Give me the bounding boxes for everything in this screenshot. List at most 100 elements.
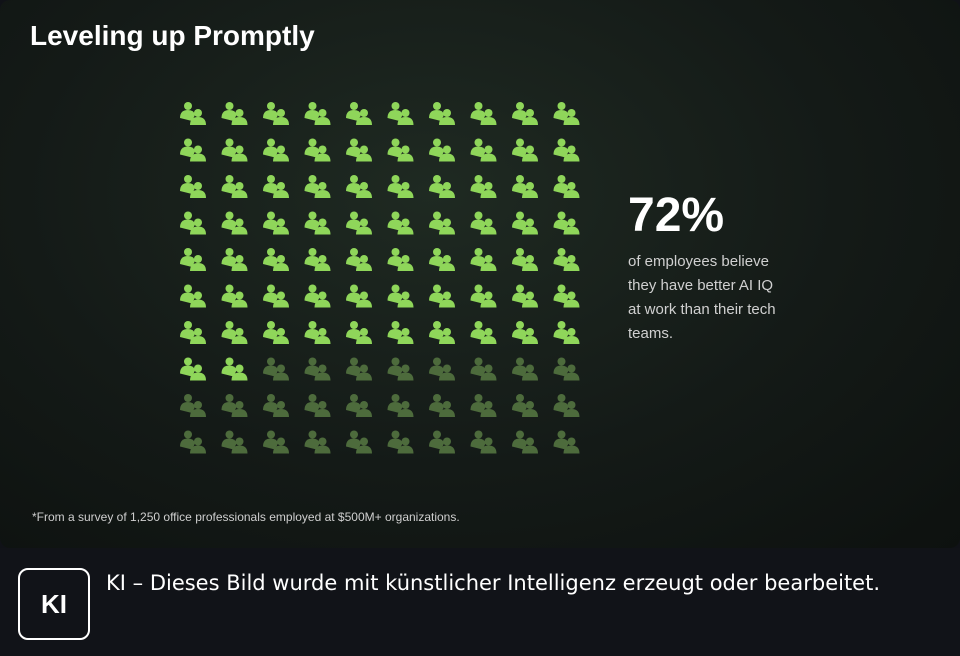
- icon: [304, 357, 331, 381]
- icon-highlighted: [304, 248, 331, 271]
- icon: [180, 394, 206, 417]
- icon-highlighted: [263, 321, 289, 344]
- icon: [470, 357, 497, 381]
- icon-highlighted: [553, 248, 580, 271]
- icon: [429, 394, 455, 417]
- icon-highlighted: [470, 102, 497, 125]
- icon-highlighted: [553, 102, 580, 125]
- icon: [180, 430, 206, 454]
- description: of employees believe they have better AI…: [628, 253, 776, 342]
- value-label: 72%: [628, 189, 725, 242]
- icon-highlighted: [429, 102, 455, 125]
- icon-highlighted: [304, 102, 331, 125]
- icon-highlighted: [346, 138, 372, 162]
- icon-highlighted: [263, 102, 289, 125]
- icon-highlighted: [263, 211, 289, 235]
- icon: [387, 394, 414, 417]
- icon-highlighted: [221, 284, 248, 308]
- icon-highlighted: [221, 175, 248, 198]
- icon-highlighted: [429, 138, 455, 162]
- icon: [553, 357, 580, 381]
- icon-highlighted: [263, 284, 289, 308]
- icon: [263, 430, 289, 454]
- icon-highlighted: [429, 211, 455, 235]
- icon-highlighted: [553, 175, 580, 198]
- icon-highlighted: [180, 102, 206, 125]
- icon-highlighted: [470, 138, 497, 162]
- icon: [512, 357, 538, 381]
- icon: [304, 394, 331, 417]
- icon-highlighted: [221, 138, 248, 162]
- icon-highlighted: [346, 284, 372, 308]
- footnote: *From a survey of 1,250 office professio…: [32, 510, 460, 524]
- icon-highlighted: [180, 211, 206, 235]
- icon-highlighted: [553, 138, 580, 162]
- icon-highlighted: [512, 321, 538, 344]
- icon: [221, 394, 248, 417]
- icon-highlighted: [387, 284, 414, 308]
- icon-highlighted: [512, 284, 538, 308]
- icon-highlighted: [304, 138, 331, 162]
- icon-highlighted: [180, 248, 206, 271]
- icon-highlighted: [346, 211, 372, 235]
- icon-highlighted: [470, 211, 497, 235]
- icon-highlighted: [429, 321, 455, 344]
- icon-highlighted: [387, 102, 414, 125]
- icon-highlighted: [429, 175, 455, 198]
- icon: [221, 430, 248, 454]
- ai-notice-text: KI – Dieses Bild wurde mit künstlicher I…: [106, 571, 881, 595]
- icon-highlighted: [263, 138, 289, 162]
- icon-highlighted: [470, 175, 497, 198]
- icon-highlighted: [470, 248, 497, 271]
- icon: [512, 394, 538, 417]
- icon-highlighted: [180, 321, 206, 344]
- icon-highlighted: [221, 321, 248, 344]
- icon-highlighted: [304, 175, 331, 198]
- icon-highlighted: [304, 321, 331, 344]
- icon-highlighted: [221, 102, 248, 125]
- icon-highlighted: [512, 248, 538, 271]
- icon: [387, 357, 414, 381]
- icon: [387, 430, 414, 454]
- icon-highlighted: [512, 175, 538, 198]
- icon-highlighted: [221, 211, 248, 235]
- icon-highlighted: [180, 175, 206, 198]
- icon-highlighted: [512, 138, 538, 162]
- icon-highlighted: [346, 102, 372, 125]
- icon-highlighted: [263, 175, 289, 198]
- icon-highlighted: [512, 102, 538, 125]
- icon-highlighted: [387, 138, 414, 162]
- icon-highlighted: [304, 284, 331, 308]
- infographic: Leveling up Promptly 72% of employees be…: [0, 0, 960, 548]
- icon: [553, 394, 580, 417]
- icon-highlighted: [470, 284, 497, 308]
- icon-highlighted: [346, 321, 372, 344]
- icon: [263, 394, 289, 417]
- icon-highlighted: [429, 284, 455, 308]
- icon: [263, 357, 289, 381]
- icon-highlighted: [221, 357, 248, 381]
- icon: [553, 430, 580, 454]
- chart-title: Leveling up Promptly: [30, 20, 315, 51]
- icon-highlighted: [180, 284, 206, 308]
- icon: [470, 430, 497, 454]
- icon: [429, 357, 455, 381]
- icon-highlighted: [387, 321, 414, 344]
- ai-notice-bar: KI KI – Dieses Bild wurde mit künstliche…: [0, 548, 960, 656]
- icon: [304, 430, 331, 454]
- icon-grid: [180, 102, 580, 454]
- icon: [512, 430, 538, 454]
- icon-highlighted: [553, 321, 580, 344]
- icon-highlighted: [263, 248, 289, 271]
- icon-highlighted: [387, 248, 414, 271]
- icon-highlighted: [470, 321, 497, 344]
- icon: [346, 394, 372, 417]
- icon-highlighted: [387, 175, 414, 198]
- icon-highlighted: [346, 248, 372, 271]
- icon: [429, 430, 455, 454]
- icon-highlighted: [304, 211, 331, 235]
- icon: [346, 357, 372, 381]
- icon: [346, 430, 372, 454]
- icon-highlighted: [429, 248, 455, 271]
